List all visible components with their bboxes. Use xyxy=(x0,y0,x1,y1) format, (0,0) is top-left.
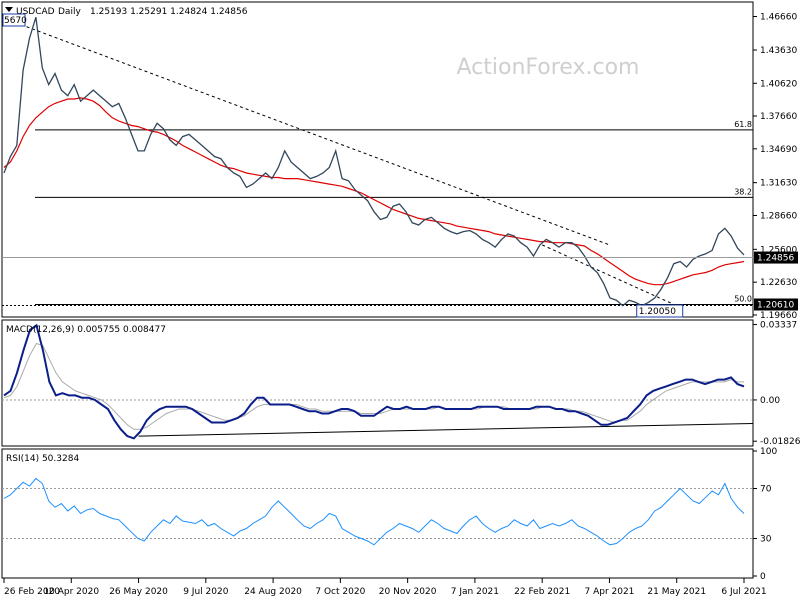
rsi-tick-label: 0 xyxy=(760,572,766,582)
time-tick-label: 21 May 2021 xyxy=(647,587,706,597)
price-tick-label: 1.19660 xyxy=(760,311,797,321)
time-tick-label: 20 Nov 2020 xyxy=(379,587,437,597)
current-price-badge xyxy=(754,251,798,264)
rsi-tick-label: 30 xyxy=(760,535,772,545)
time-tick-label: 24 Aug 2020 xyxy=(244,587,302,597)
time-tick-label: 10 Apr 2020 xyxy=(43,587,99,597)
price-tick-label: 1.28660 xyxy=(760,211,797,221)
price-tick-label: 1.46660 xyxy=(760,12,797,22)
chart-header: USDCAD Daily 1.25193 1.25291 1.24824 1.2… xyxy=(5,7,248,17)
low-price-marker-box xyxy=(636,304,684,318)
price-trendline xyxy=(541,244,677,307)
time-tick-label: 7 Oct 2020 xyxy=(315,587,365,597)
macd-main-line xyxy=(3,323,745,440)
time-tick-label: 6 Jul 2021 xyxy=(721,587,766,597)
time-tick-label: 22 Feb 2021 xyxy=(514,587,570,597)
macd-tick-label: 0.00 xyxy=(760,396,780,406)
macd-trendline xyxy=(138,422,754,437)
time-tick-label: 7 Jan 2021 xyxy=(451,587,499,597)
rsi-tick-label: 100 xyxy=(760,447,777,457)
rsi-header: RSI(14) 50.3284 xyxy=(6,454,79,464)
time-tick-label: 7 Apr 2021 xyxy=(584,587,634,597)
rsi-line xyxy=(3,477,745,546)
macd-panel-frame xyxy=(1,319,754,447)
fib-level-label: 38.2 xyxy=(734,187,752,196)
support-price-badge xyxy=(754,298,798,311)
macd-tick-label: -0.018262 xyxy=(760,437,800,447)
macd-header: MACD(12,26,9) 0.005755 0.008477 xyxy=(6,325,166,335)
price-tick-label: 1.22630 xyxy=(760,278,797,288)
price-tick-label: 1.25600 xyxy=(760,245,797,255)
price-tick-label: 1.31630 xyxy=(760,179,797,189)
timeframe-label: Daily xyxy=(58,7,81,17)
symbol-label: USDCAD xyxy=(16,7,55,17)
low-price-marker-label: 1.20050 xyxy=(639,307,676,317)
time-tick-label: 26 Feb 2020 xyxy=(4,587,60,597)
high-price-marker-box xyxy=(2,13,26,27)
time-tick-label: 26 May 2020 xyxy=(109,587,168,597)
price-close-line xyxy=(3,17,745,307)
current-price-label: 1.24856 xyxy=(757,254,794,264)
time-tick-label: 9 Jul 2020 xyxy=(183,587,228,597)
price-tick-label: 1.40620 xyxy=(760,79,797,89)
ohlc-values: 1.25193 1.25291 1.24824 1.24856 xyxy=(90,7,248,17)
fib-level-label: 61.8 xyxy=(734,120,752,129)
high-price-marker-label: 5670 xyxy=(4,16,27,26)
watermark: ActionForex.com xyxy=(457,55,640,80)
rsi-tick-label: 70 xyxy=(760,485,772,495)
support-price-label: 1.20610 xyxy=(757,300,794,310)
fib-level-label: 50.0 xyxy=(734,294,752,303)
price-tick-label: 1.43630 xyxy=(760,46,797,56)
macd-tick-label: 0.03337 xyxy=(760,321,797,331)
rsi-panel-frame xyxy=(1,448,754,579)
price-tick-label: 1.34690 xyxy=(760,145,797,155)
price-panel-frame xyxy=(1,1,754,318)
price-tick-label: 1.37660 xyxy=(760,112,797,122)
collapse-arrow-icon[interactable] xyxy=(5,7,13,12)
